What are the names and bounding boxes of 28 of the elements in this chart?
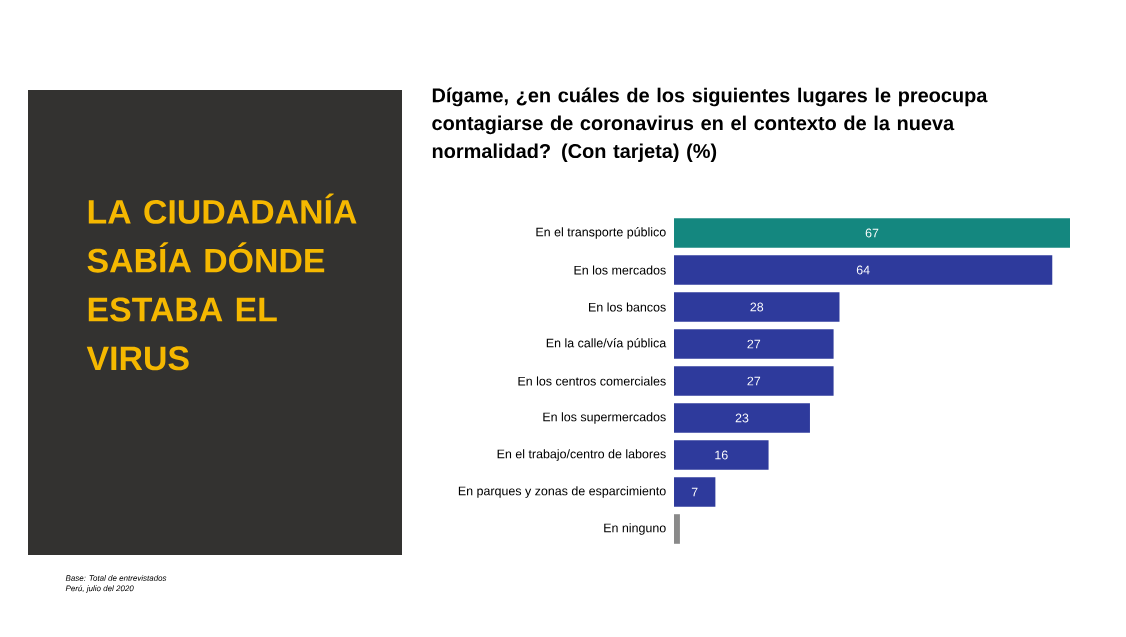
bar bbox=[674, 218, 1070, 248]
y-tick-label: En parques y zonas de esparcimiento bbox=[458, 486, 666, 498]
bar bbox=[674, 514, 680, 544]
data-label: 27 bbox=[747, 339, 761, 349]
y-tick-label: En los supermercados bbox=[543, 412, 666, 424]
y-tick-label: En los mercados bbox=[574, 265, 666, 275]
data-label: 28 bbox=[750, 302, 764, 312]
chart-title: Dígame, ¿en cuáles de los siguientes lugares le preocupa contagiarse de coronavirus en el contexto de la nueva normalidad? (Con tarjeta) (%) bbox=[432, 87, 988, 163]
bar bbox=[674, 366, 834, 396]
data-label: 67 bbox=[865, 228, 879, 238]
y-tick-label: En los bancos bbox=[589, 302, 666, 312]
y-tick-label: En el transporte público bbox=[536, 227, 666, 239]
y-tick-label: En los centros comerciales bbox=[518, 376, 666, 386]
bar bbox=[674, 440, 769, 470]
data-label: 7 bbox=[691, 487, 698, 497]
data-label: 23 bbox=[735, 413, 749, 423]
bar bbox=[674, 292, 840, 322]
data-label: 64 bbox=[856, 265, 870, 275]
text: LA CIUDADANÍA SABÍA DÓNDE ESTABA EL VIRUS bbox=[86, 193, 357, 371]
bar bbox=[674, 329, 834, 359]
bar bbox=[674, 255, 1053, 285]
data-label: 27 bbox=[747, 376, 761, 386]
bar bbox=[674, 477, 716, 507]
data-label: 16 bbox=[715, 450, 728, 460]
bar bbox=[674, 403, 810, 433]
y-tick-label: En ninguno bbox=[604, 523, 666, 535]
y-tick-label: En la calle/vía pública bbox=[546, 338, 667, 350]
y-tick-label: En el trabajo/centro de labores bbox=[497, 449, 666, 461]
